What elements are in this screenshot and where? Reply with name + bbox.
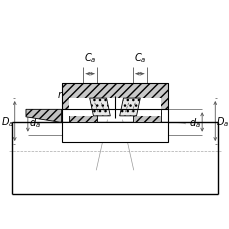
Text: $C_a$: $C_a$: [133, 51, 145, 65]
Text: $r_b$: $r_b$: [57, 89, 67, 101]
Text: $d_a$: $d_a$: [29, 116, 41, 129]
Bar: [61, 123, 168, 142]
Polygon shape: [89, 99, 110, 116]
Bar: [69, 110, 97, 123]
Text: $d_a$: $d_a$: [188, 116, 200, 129]
Text: $C_a$: $C_a$: [84, 51, 96, 65]
Bar: [69, 99, 160, 116]
Bar: [132, 110, 160, 123]
Polygon shape: [26, 110, 61, 123]
Text: $D_a$: $D_a$: [215, 115, 228, 128]
Bar: [61, 84, 168, 110]
Polygon shape: [119, 99, 140, 116]
Text: $D_a$: $D_a$: [1, 115, 14, 128]
